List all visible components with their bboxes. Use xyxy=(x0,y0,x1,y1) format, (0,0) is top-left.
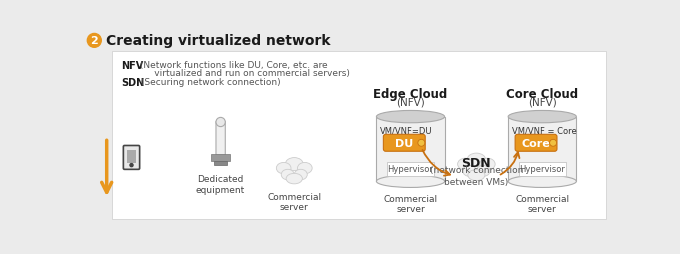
Text: Commercial
server: Commercial server xyxy=(267,192,322,212)
FancyBboxPatch shape xyxy=(112,52,606,219)
Circle shape xyxy=(418,140,425,147)
Text: SDN: SDN xyxy=(462,156,491,169)
Ellipse shape xyxy=(286,158,303,171)
Text: virtualized and run on commercial servers): virtualized and run on commercial server… xyxy=(137,69,350,78)
Ellipse shape xyxy=(508,176,577,188)
Ellipse shape xyxy=(508,111,577,123)
FancyBboxPatch shape xyxy=(127,150,136,163)
Circle shape xyxy=(130,164,133,167)
Ellipse shape xyxy=(298,163,312,174)
FancyBboxPatch shape xyxy=(515,135,557,152)
Ellipse shape xyxy=(468,170,485,181)
FancyBboxPatch shape xyxy=(216,122,225,155)
Text: SDN: SDN xyxy=(122,78,145,88)
FancyBboxPatch shape xyxy=(384,135,425,152)
Text: Edge Cloud: Edge Cloud xyxy=(373,88,447,101)
Text: Creating virtualized network: Creating virtualized network xyxy=(106,34,330,48)
Ellipse shape xyxy=(286,174,303,184)
Text: 2: 2 xyxy=(90,36,98,46)
Text: (Network functions like DU, Core, etc. are: (Network functions like DU, Core, etc. a… xyxy=(137,61,328,70)
Circle shape xyxy=(216,118,225,127)
FancyBboxPatch shape xyxy=(85,30,612,52)
Text: Commercial
server: Commercial server xyxy=(384,194,437,213)
Ellipse shape xyxy=(458,158,473,170)
Circle shape xyxy=(549,140,557,147)
FancyBboxPatch shape xyxy=(123,146,139,170)
FancyBboxPatch shape xyxy=(377,117,445,182)
Ellipse shape xyxy=(276,163,291,174)
Text: Core Cloud: Core Cloud xyxy=(506,88,578,101)
FancyBboxPatch shape xyxy=(211,154,230,162)
Text: Dedicated
equipment: Dedicated equipment xyxy=(196,175,245,194)
Text: VM/VNF = Core: VM/VNF = Core xyxy=(512,126,577,135)
Circle shape xyxy=(87,34,101,48)
Text: (NFV): (NFV) xyxy=(396,97,425,107)
Text: Core: Core xyxy=(522,138,550,148)
Text: Commercial
server: Commercial server xyxy=(515,194,569,213)
FancyBboxPatch shape xyxy=(387,162,434,176)
Ellipse shape xyxy=(294,170,307,180)
Ellipse shape xyxy=(477,166,490,177)
Text: (NFV): (NFV) xyxy=(528,97,557,107)
Text: DU: DU xyxy=(395,138,413,148)
Ellipse shape xyxy=(462,166,477,177)
Ellipse shape xyxy=(282,170,294,180)
FancyBboxPatch shape xyxy=(508,117,577,182)
Text: NFV: NFV xyxy=(122,61,143,71)
Ellipse shape xyxy=(480,158,495,170)
Ellipse shape xyxy=(377,111,445,123)
Ellipse shape xyxy=(377,176,445,188)
Ellipse shape xyxy=(467,153,486,167)
FancyBboxPatch shape xyxy=(519,162,566,176)
Text: VM/VNF=DU: VM/VNF=DU xyxy=(380,126,432,135)
Text: Hypervisor: Hypervisor xyxy=(388,165,433,174)
Text: (Securing network connection): (Securing network connection) xyxy=(139,78,281,87)
Text: (network connection
between VMs): (network connection between VMs) xyxy=(430,165,523,186)
Text: Hypervisor: Hypervisor xyxy=(520,165,565,174)
FancyBboxPatch shape xyxy=(214,161,227,165)
